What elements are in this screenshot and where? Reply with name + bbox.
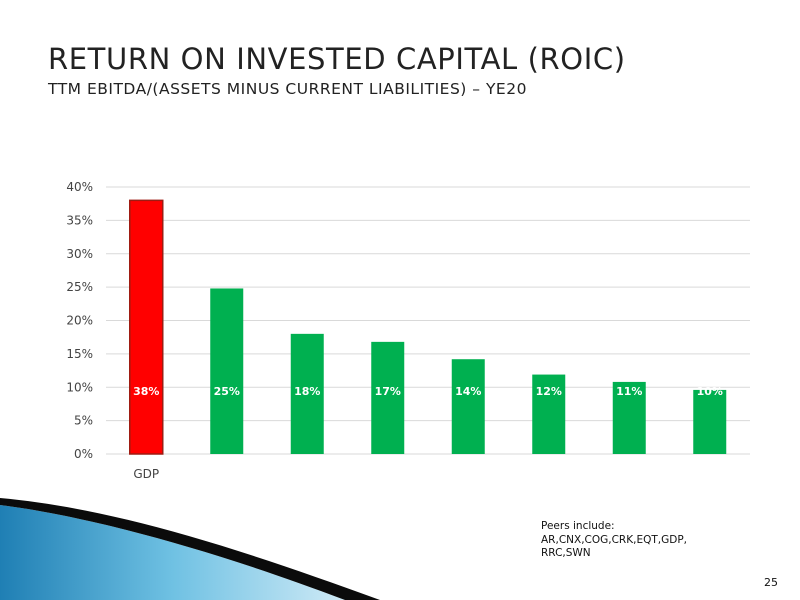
slide-title: RETURN ON INVESTED CAPITAL (ROIC) (48, 42, 626, 76)
gridlines (106, 186, 750, 455)
bar-peer (612, 381, 646, 454)
y-tick-label: 40% (66, 180, 93, 194)
bar-peer (451, 359, 485, 454)
y-tick-label: 15% (66, 347, 93, 361)
data-label: 25% (214, 385, 240, 398)
y-tick-label: 5% (74, 414, 93, 428)
bar-gdp (129, 199, 164, 455)
y-tick-label: 30% (66, 247, 93, 261)
data-label: 17% (375, 385, 401, 398)
bar-peer (532, 374, 566, 454)
data-labels: 38% 25% 18% 17% 14% 12% 11% 10% (133, 385, 723, 398)
y-tick-label: 25% (66, 280, 93, 294)
peers-note-line-1: Peers include: (541, 520, 615, 532)
data-label: 11% (616, 385, 642, 398)
y-tick-label: 0% (74, 447, 93, 461)
y-tick-label: 35% (66, 213, 93, 227)
bar-peer (693, 389, 727, 454)
swoosh-blue (0, 505, 345, 600)
peers-note-line-3: RRC,SWN (541, 547, 591, 559)
page-number: 25 (764, 576, 778, 589)
bar-peer (290, 333, 324, 454)
data-label: 12% (536, 385, 562, 398)
bar-peer (210, 288, 244, 454)
data-label: 38% (133, 385, 159, 398)
data-label: 14% (455, 385, 481, 398)
bar-peer (371, 341, 405, 454)
swoosh-black (0, 498, 380, 600)
bars (129, 199, 727, 455)
y-tick-label: 10% (66, 380, 93, 394)
x-category-label: GDP (133, 467, 159, 481)
slide-subtitle: TTM EBITDA/(ASSETS MINUS CURRENT LIABILI… (48, 80, 527, 98)
y-axis-ticks: 0% 5% 10% 15% 20% 25% 30% 35% 40% (66, 180, 93, 461)
data-label: 18% (294, 385, 320, 398)
data-label: 10% (697, 385, 723, 398)
peers-note-line-2: AR,CNX,COG,CRK,EQT,GDP, (541, 533, 687, 546)
peers-note: Peers include: AR,CNX,COG,CRK,EQT,GDP, R… (541, 520, 711, 561)
x-axis-categories: GDP (133, 467, 159, 481)
y-tick-label: 20% (66, 314, 93, 328)
